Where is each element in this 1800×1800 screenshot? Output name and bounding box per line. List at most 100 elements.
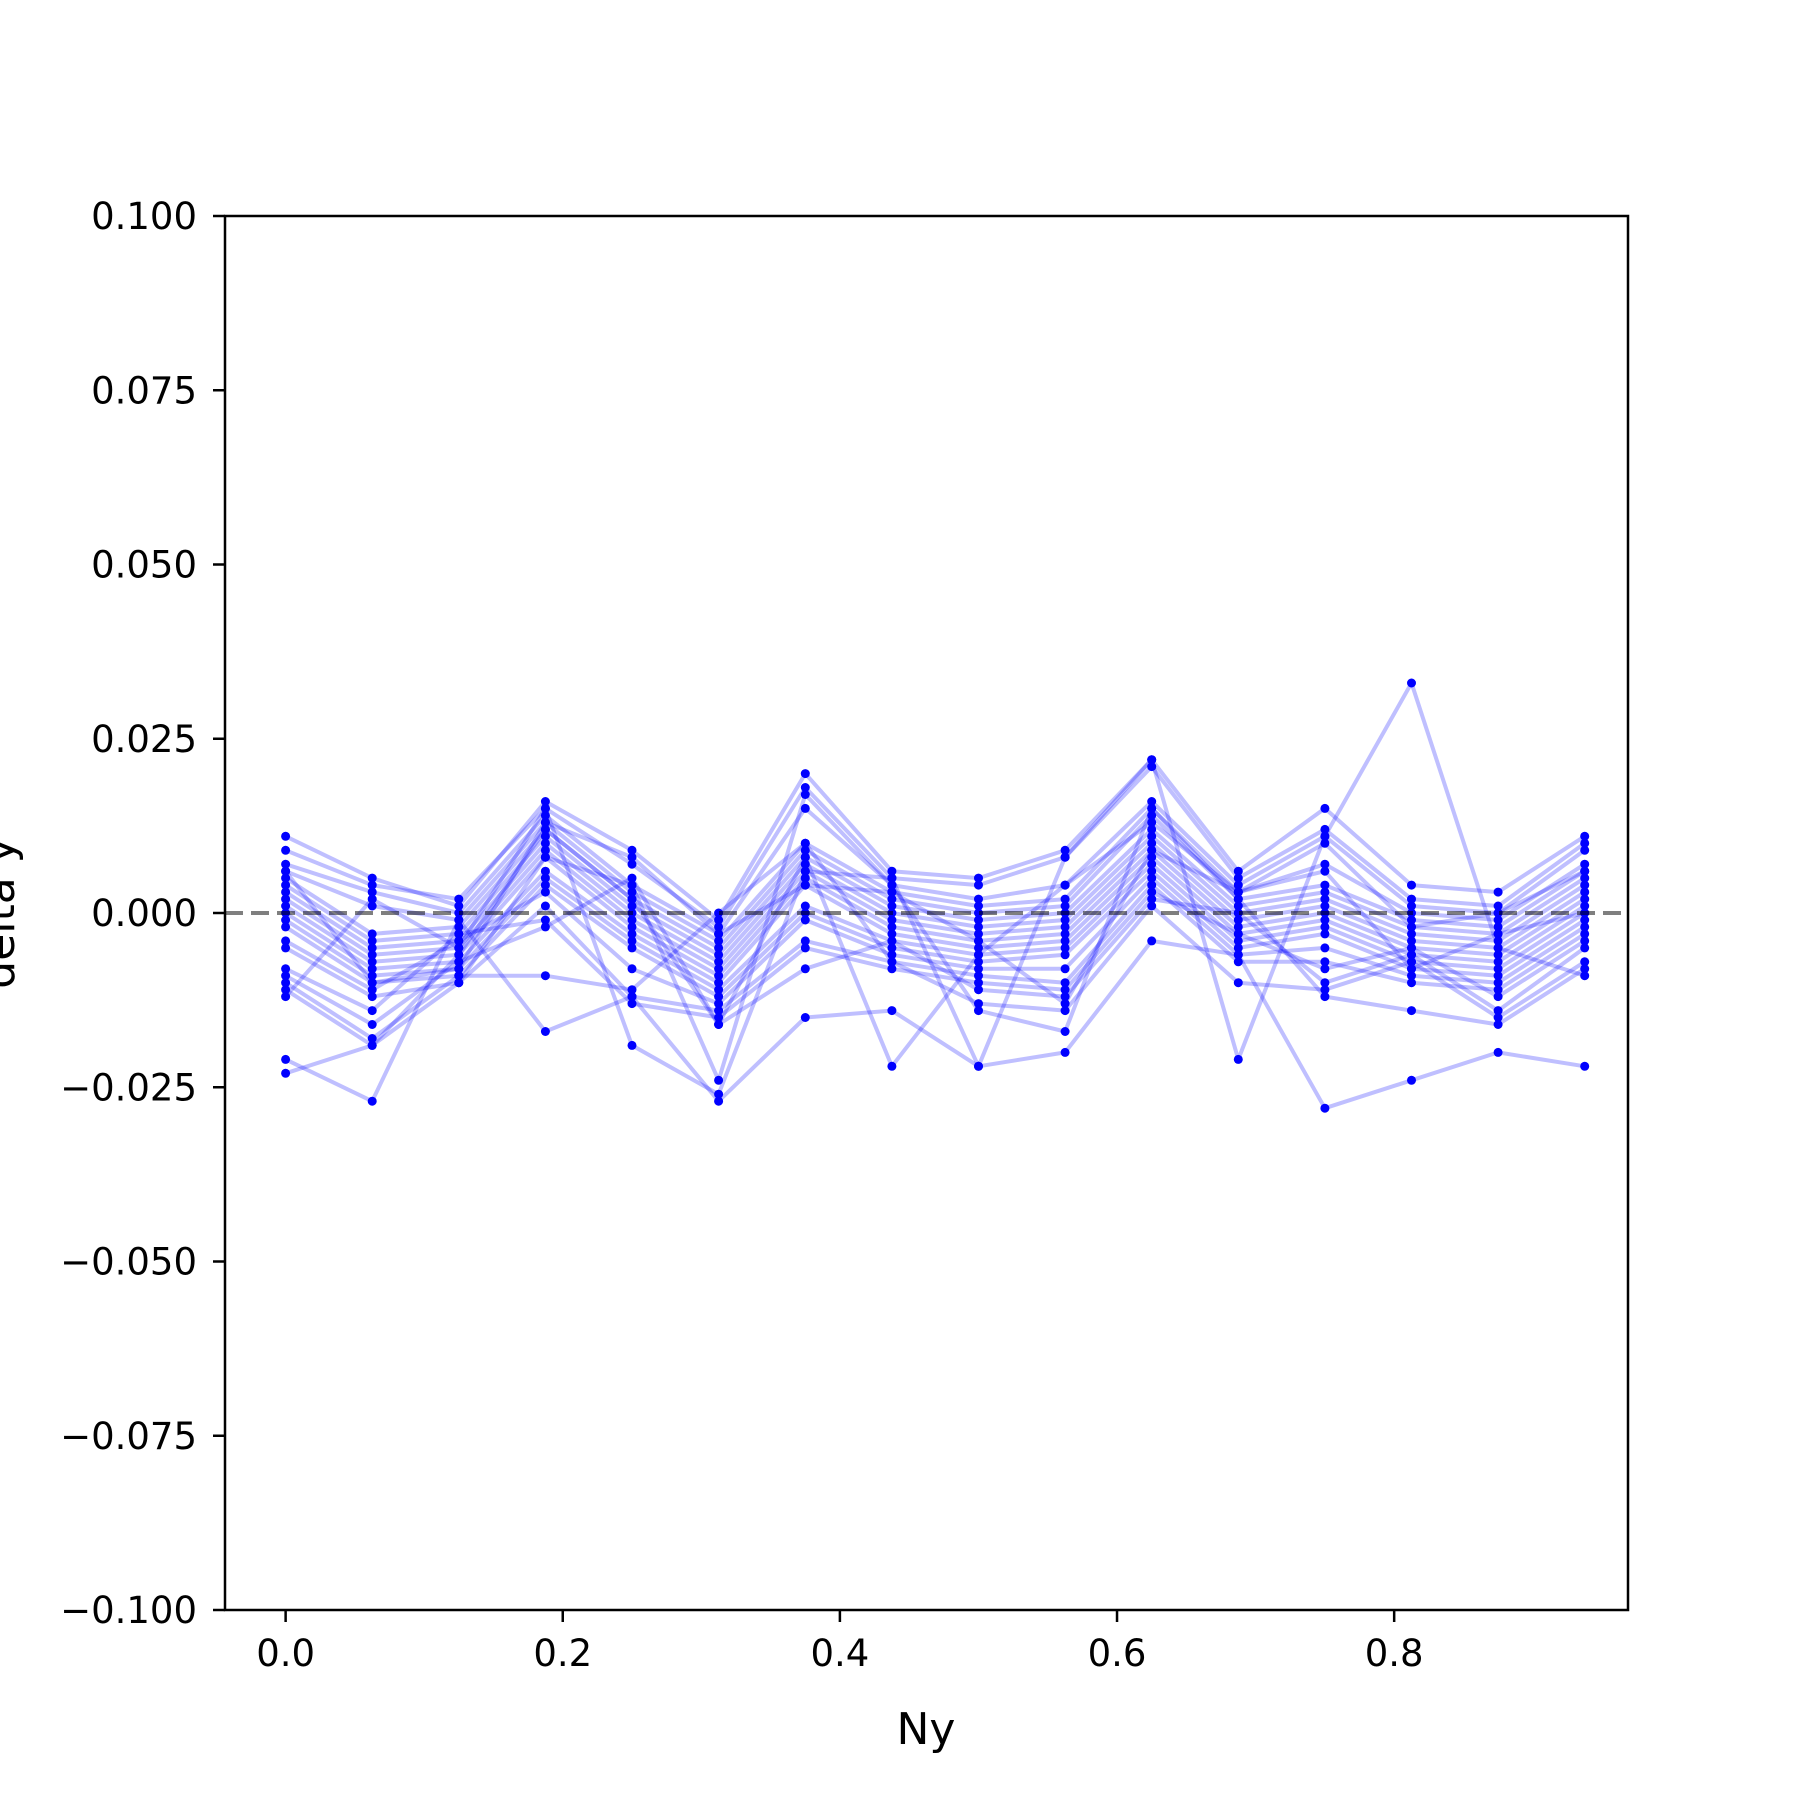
data-point — [1580, 964, 1590, 974]
data-point — [454, 922, 464, 932]
series-line — [284, 806, 1586, 943]
data-point — [281, 1054, 291, 1064]
x-axis-label: Ny — [897, 1704, 956, 1755]
data-point — [1233, 936, 1243, 946]
data-point — [367, 971, 377, 981]
data-point — [887, 901, 897, 911]
data-point — [1060, 964, 1070, 974]
data-point — [974, 929, 983, 939]
data-point — [627, 915, 637, 925]
data-point — [800, 936, 810, 946]
data-point — [1580, 936, 1590, 946]
series-line — [284, 883, 1586, 1013]
data-point — [887, 1061, 897, 1071]
data-point — [1233, 929, 1243, 939]
data-point — [1233, 908, 1243, 918]
data-point — [1233, 943, 1243, 953]
data-point — [800, 859, 810, 869]
data-point — [367, 964, 377, 974]
data-point — [1060, 1047, 1070, 1057]
data-point — [1320, 901, 1330, 911]
data-point — [974, 922, 983, 932]
data-point — [281, 859, 291, 869]
data-point — [974, 908, 983, 918]
data-point — [974, 936, 983, 946]
data-point — [627, 929, 637, 939]
data-point — [1320, 824, 1330, 834]
data-point — [1407, 957, 1416, 967]
data-point — [887, 1006, 897, 1016]
x-tick-label: 0.2 — [533, 1632, 592, 1675]
data-point — [454, 957, 464, 967]
data-point — [887, 915, 897, 925]
data-point — [1233, 887, 1243, 897]
data-point — [281, 880, 291, 890]
data-point — [714, 1006, 724, 1016]
data-point — [627, 894, 637, 904]
data-point — [800, 838, 810, 848]
data-point — [714, 936, 724, 946]
data-point — [887, 922, 897, 932]
data-point — [367, 1096, 377, 1106]
data-point — [1233, 978, 1243, 988]
data-point — [1060, 950, 1070, 960]
data-point — [1233, 922, 1243, 932]
data-point — [1493, 1047, 1503, 1057]
data-point — [800, 943, 810, 953]
data-point — [540, 838, 550, 848]
data-point — [800, 845, 810, 855]
data-point — [1233, 873, 1243, 883]
y-tick-label: 0.075 — [91, 369, 197, 412]
series-line — [284, 841, 1586, 1041]
data-point — [627, 964, 637, 974]
data-point — [367, 985, 377, 995]
data-point — [714, 908, 724, 918]
series-line — [284, 890, 1586, 1020]
data-point — [714, 999, 724, 1009]
data-point — [974, 999, 983, 1009]
data-point — [1320, 838, 1330, 848]
data-point — [1320, 915, 1330, 925]
data-point — [974, 901, 983, 911]
data-point — [800, 873, 810, 883]
data-point — [627, 1040, 637, 1050]
data-point — [887, 936, 897, 946]
data-point — [454, 929, 464, 939]
data-point — [1493, 992, 1503, 1002]
series-line — [284, 792, 1586, 1083]
data-point — [281, 922, 291, 932]
data-point — [540, 797, 550, 806]
data-point — [1493, 985, 1503, 995]
data-point — [367, 929, 377, 939]
data-point — [367, 957, 377, 967]
data-point — [281, 964, 291, 974]
series-22 — [281, 817, 1590, 1009]
data-point — [714, 978, 724, 988]
data-point — [974, 943, 983, 953]
data-point — [1233, 894, 1243, 904]
data-point — [887, 950, 897, 960]
series-line — [284, 862, 1586, 992]
data-point — [1580, 1061, 1590, 1071]
data-point — [281, 971, 291, 981]
y-tick-label: 0.025 — [91, 718, 197, 761]
data-point — [1580, 957, 1590, 967]
data-point — [1407, 922, 1416, 932]
data-point — [281, 894, 291, 904]
data-point — [1147, 845, 1157, 855]
data-point — [1147, 880, 1157, 890]
series-line — [284, 876, 1586, 1027]
data-point — [1407, 950, 1416, 960]
series-line — [284, 841, 1586, 971]
data-point — [1320, 859, 1330, 869]
data-point — [800, 866, 810, 876]
data-point — [454, 950, 464, 960]
data-point — [974, 915, 983, 925]
data-point — [1407, 1006, 1416, 1016]
data-point — [887, 957, 897, 967]
data-point — [1147, 762, 1157, 772]
data-point — [367, 936, 377, 946]
data-point — [627, 845, 637, 855]
data-point — [627, 873, 637, 883]
